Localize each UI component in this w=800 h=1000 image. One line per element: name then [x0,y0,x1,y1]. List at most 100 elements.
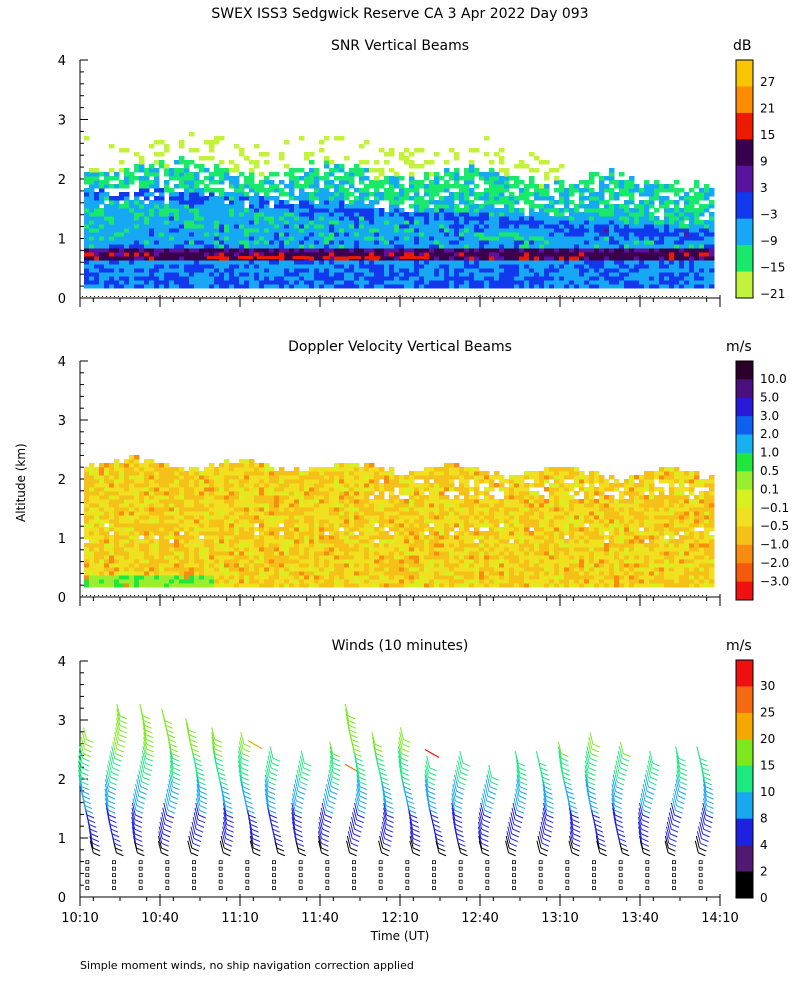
snr-cell [124,204,130,209]
snr-cell [384,232,390,237]
y-tick-label: 2 [58,473,66,488]
snr-cell [299,176,305,181]
snr-cell [529,236,535,241]
velocity-cell [174,547,180,552]
snr-cell [409,260,415,265]
snr-cell [614,268,620,273]
velocity-cell [229,479,235,484]
y-tick-label: 3 [58,114,66,129]
snr-cell [484,248,490,253]
snr-cell [409,268,415,273]
snr-cell [679,212,685,217]
snr-cell [149,252,155,257]
snr-cell [484,196,490,201]
velocity-cell [274,519,280,524]
snr-cell [294,180,300,185]
snr-cell [654,248,660,253]
snr-cell [89,252,95,257]
snr-cell [264,240,270,245]
snr-cell [609,180,615,185]
snr-cell [624,280,630,285]
velocity-cell [194,575,200,580]
snr-cell [349,260,355,265]
snr-cell [269,268,275,273]
velocity-cell [119,487,125,492]
snr-cell [509,252,515,257]
snr-cell [644,212,650,217]
snr-cell [559,164,565,169]
snr-cell [319,196,325,201]
velocity-cell [139,547,145,552]
snr-cell [379,264,385,269]
snr-cell [314,236,320,241]
velocity-cell [209,547,215,552]
snr-cell [204,204,210,209]
snr-peak [348,256,362,260]
snr-cell [384,264,390,269]
velocity-cell [104,519,110,524]
snr-cell [99,244,105,249]
snr-cell [464,260,470,265]
snr-cell [339,136,345,141]
snr-cell [389,176,395,181]
velocity-cell [99,523,105,528]
velocity-cell [184,527,190,532]
snr-cell [549,240,555,245]
velocity-cell [94,507,100,512]
snr-cell [239,148,245,153]
velocity-cell [114,467,120,472]
snr-cell [474,208,480,213]
snr-cell [199,164,205,169]
snr-cell [119,184,125,189]
velocity-cell [134,551,140,556]
snr-cell [629,224,635,229]
snr-cell [399,252,405,257]
velocity-cell [119,499,125,504]
snr-cell [414,148,420,153]
snr-cell [154,272,160,277]
velocity-cell [169,571,175,576]
snr-cell [454,180,460,185]
snr-cell [339,192,345,197]
snr-cell [369,212,375,217]
velocity-cell [144,555,150,560]
colorbar-label: −3 [760,208,778,222]
velocity-cell [149,507,155,512]
snr-cell [349,232,355,237]
velocity-cell [104,531,110,536]
snr-cell [519,248,525,253]
velocity-cell [164,555,170,560]
snr-cell [164,212,170,217]
snr-cell [599,184,605,189]
snr-cell [619,216,625,221]
snr-cell [204,276,210,281]
velocity-cell [84,499,90,504]
snr-cell [169,216,175,221]
velocity-cell [279,563,285,568]
snr-cell [584,252,590,257]
snr-cell [364,260,370,265]
snr-cell [509,176,515,181]
snr-cell [694,268,700,273]
colorbar-velocity: 10.05.03.02.01.00.50.1−0.1−0.5−1.0−2.0−3… [735,360,789,601]
snr-cell [654,184,660,189]
snr-cell [179,272,185,277]
velocity-cell [144,499,150,504]
velocity-cell [149,547,155,552]
snr-cell [569,240,575,245]
snr-cell [674,204,680,209]
snr-cell [319,240,325,245]
snr-cell [439,228,445,233]
snr-cell [94,276,100,281]
snr-cell [479,176,485,181]
snr-cell [229,216,235,221]
snr-cell [214,280,220,285]
velocity-cell [149,583,155,588]
snr-cell [454,184,460,189]
velocity-cell [279,527,285,532]
colorbar-swatch [736,452,753,472]
velocity-cell [209,563,215,568]
velocity-cell [159,487,165,492]
snr-cell [604,264,610,269]
snr-cell [114,240,120,245]
